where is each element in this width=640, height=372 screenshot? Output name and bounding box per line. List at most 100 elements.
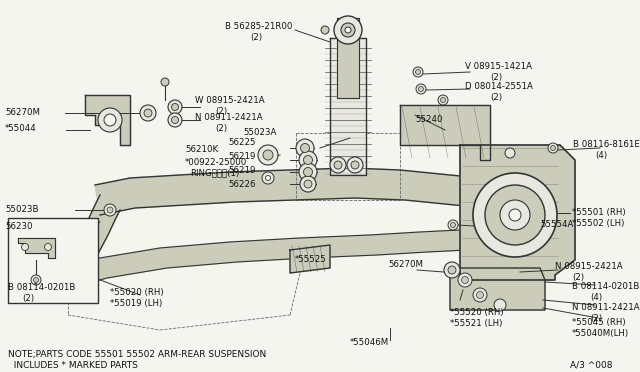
Text: *55502 (LH): *55502 (LH)	[572, 219, 625, 228]
Text: RINGリング(1): RINGリング(1)	[190, 168, 239, 177]
Circle shape	[451, 222, 456, 228]
Text: (2): (2)	[22, 294, 34, 303]
Text: *55020 (RH): *55020 (RH)	[110, 288, 164, 297]
Circle shape	[341, 23, 355, 37]
Circle shape	[299, 151, 317, 169]
Circle shape	[347, 157, 363, 173]
Circle shape	[172, 116, 179, 124]
Circle shape	[500, 200, 530, 230]
Text: 55240: 55240	[415, 115, 442, 124]
Polygon shape	[330, 38, 366, 175]
Circle shape	[473, 173, 557, 257]
Text: *55501 (RH): *55501 (RH)	[572, 208, 626, 217]
Circle shape	[144, 109, 152, 117]
Polygon shape	[290, 245, 330, 273]
Circle shape	[161, 78, 169, 86]
Text: (2): (2)	[490, 73, 502, 82]
Polygon shape	[18, 238, 55, 258]
Text: B 08114-0201B: B 08114-0201B	[572, 282, 639, 291]
Text: 56219: 56219	[228, 152, 255, 161]
Circle shape	[550, 145, 556, 151]
Circle shape	[548, 143, 558, 153]
Text: *55019 (LH): *55019 (LH)	[110, 299, 163, 308]
Text: 56270M: 56270M	[5, 108, 40, 117]
Text: B 08114-0201B: B 08114-0201B	[8, 283, 76, 292]
Text: N 08911-2421A: N 08911-2421A	[195, 113, 262, 122]
Polygon shape	[450, 268, 545, 310]
Circle shape	[438, 95, 448, 105]
Text: N 08915-2421A: N 08915-2421A	[555, 262, 623, 271]
Circle shape	[351, 161, 359, 169]
Text: B 08116-8161E: B 08116-8161E	[573, 140, 640, 149]
Text: B 56285-21R00: B 56285-21R00	[225, 22, 292, 31]
Text: (4): (4)	[590, 293, 602, 302]
Text: 55554A: 55554A	[540, 220, 573, 229]
Circle shape	[263, 150, 273, 160]
Circle shape	[168, 100, 182, 114]
Circle shape	[321, 26, 329, 34]
Circle shape	[168, 113, 182, 127]
Text: *55521 (LH): *55521 (LH)	[450, 319, 502, 328]
Circle shape	[304, 180, 312, 188]
Polygon shape	[68, 265, 95, 290]
Text: W 08915-2421A: W 08915-2421A	[195, 96, 264, 105]
Circle shape	[345, 27, 351, 33]
Circle shape	[477, 292, 483, 298]
Circle shape	[458, 273, 472, 287]
Circle shape	[172, 103, 179, 110]
Circle shape	[494, 299, 506, 311]
Circle shape	[334, 161, 342, 169]
Polygon shape	[400, 105, 490, 160]
Circle shape	[440, 97, 445, 103]
Circle shape	[266, 176, 271, 180]
Circle shape	[303, 167, 312, 176]
Text: INCLUDES * MARKED PARTS: INCLUDES * MARKED PARTS	[8, 361, 138, 370]
Circle shape	[485, 185, 545, 245]
Text: 56210K: 56210K	[185, 145, 218, 154]
Text: 55023B: 55023B	[5, 205, 38, 214]
Circle shape	[107, 207, 113, 213]
Circle shape	[104, 204, 116, 216]
Circle shape	[140, 105, 156, 121]
Circle shape	[448, 266, 456, 274]
Text: 56225: 56225	[228, 138, 255, 147]
Polygon shape	[460, 145, 575, 280]
Text: (2): (2)	[215, 107, 227, 116]
Circle shape	[31, 275, 41, 285]
Text: *55046M: *55046M	[350, 338, 389, 347]
Bar	[8, 218, 98, 303]
Circle shape	[299, 163, 317, 181]
Circle shape	[505, 148, 515, 158]
Circle shape	[258, 145, 278, 165]
Text: *55520 (RH): *55520 (RH)	[450, 308, 504, 317]
Circle shape	[262, 172, 274, 184]
Polygon shape	[85, 95, 130, 145]
Text: V 08915-1421A: V 08915-1421A	[465, 62, 532, 71]
Circle shape	[419, 87, 424, 92]
Circle shape	[22, 244, 29, 250]
Text: (4): (4)	[595, 151, 607, 160]
Text: *55040M(LH): *55040M(LH)	[572, 329, 629, 338]
Text: (2): (2)	[490, 93, 502, 102]
Circle shape	[45, 244, 51, 250]
Polygon shape	[65, 195, 120, 277]
Circle shape	[509, 209, 521, 221]
Text: 56226: 56226	[228, 180, 255, 189]
Text: *55044: *55044	[5, 124, 36, 133]
Polygon shape	[65, 228, 497, 288]
Text: D 08014-2551A: D 08014-2551A	[465, 82, 533, 91]
Polygon shape	[337, 18, 359, 98]
Text: A/3 ^008: A/3 ^008	[570, 361, 612, 370]
Circle shape	[98, 108, 122, 132]
Circle shape	[413, 67, 423, 77]
Circle shape	[300, 176, 316, 192]
Text: 56270M: 56270M	[388, 260, 423, 269]
Circle shape	[448, 220, 458, 230]
Text: N 08911-2421A: N 08911-2421A	[572, 303, 639, 312]
Text: *00922-25000: *00922-25000	[185, 158, 247, 167]
Text: *55525: *55525	[295, 255, 327, 264]
Circle shape	[303, 155, 312, 164]
Text: NOTE;PARTS CODE 55501 55502 ARM-REAR SUSPENSION: NOTE;PARTS CODE 55501 55502 ARM-REAR SUS…	[8, 350, 266, 359]
Circle shape	[444, 262, 460, 278]
Text: 56230: 56230	[5, 222, 33, 231]
